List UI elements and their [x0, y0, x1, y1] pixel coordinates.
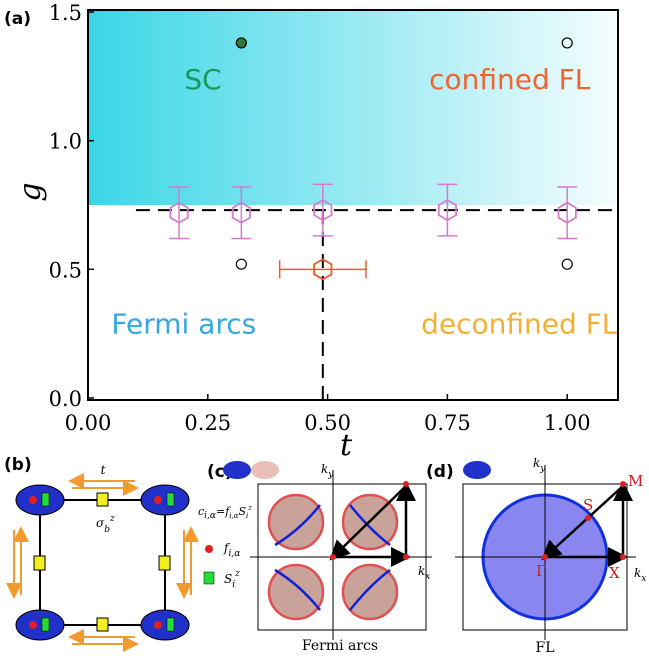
x-axis-label: t [340, 428, 353, 463]
panel-b: (b) t σbz ci,α=fi,αSiz fi,α Siz [4, 455, 252, 652]
spins [41, 492, 175, 632]
path [329, 481, 416, 567]
hopping-arrows [6, 473, 199, 652]
point [313, 199, 333, 222]
region-label: confined FL [429, 63, 591, 96]
x-tick-label: 0.50 [304, 411, 351, 435]
sigma-sup: z [109, 514, 115, 524]
caption: Fermi arcs [302, 638, 378, 654]
high-symmetry-points [542, 481, 626, 560]
gamma-label: Γ [536, 562, 546, 580]
fermions [29, 496, 162, 629]
icon [463, 461, 491, 479]
sigma-label: σbz [96, 514, 115, 535]
path [541, 481, 633, 567]
k: k [533, 456, 540, 470]
y-tick-label: 1.5 [49, 1, 82, 25]
point [437, 199, 457, 222]
hopping-label: t [101, 463, 106, 477]
x-tick-label: 0.25 [184, 411, 231, 435]
icon [223, 461, 251, 479]
f-sub: i,α [229, 512, 238, 520]
high-symmetry-points [330, 481, 409, 560]
y-tick-label: 0.0 [49, 387, 82, 411]
legend-f: fi,α [223, 541, 240, 559]
panel-label: (a) [4, 9, 31, 29]
panel-d: (d) ky kx Γ S M X FL [426, 456, 646, 656]
region-label: deconfined FL [421, 308, 618, 341]
ky-label: ky [321, 462, 334, 480]
point [231, 201, 251, 224]
k-sub: x [425, 572, 430, 582]
x-tick-label: 0.75 [424, 411, 471, 435]
legend-f-icon [205, 545, 213, 553]
sites [15, 484, 190, 641]
point [169, 201, 189, 224]
sigma-sub: b [104, 525, 110, 535]
point-labels: Γ S M X [536, 472, 643, 582]
s: S [224, 572, 232, 586]
s: S [239, 505, 247, 518]
s-sup: z [247, 504, 252, 512]
panel-label: (d) [426, 462, 454, 482]
legend-s: Siz [224, 569, 240, 590]
fermi-arcs [274, 504, 391, 611]
s-sup: z [234, 569, 240, 579]
f-sub: i,α [228, 549, 240, 559]
kx-label: kx [634, 566, 646, 584]
point [235, 258, 247, 270]
s-sub: i [232, 580, 235, 590]
caption: FL [535, 640, 554, 656]
eq: = [216, 505, 225, 518]
ky-label: ky [533, 456, 546, 474]
x-tick-label: 0.00 [65, 411, 112, 435]
point [557, 201, 577, 224]
f: f [224, 505, 231, 518]
panel-label: (b) [4, 455, 32, 475]
region-label: SC [184, 63, 221, 96]
panel-c: (c) ky kx Fermi arcs [207, 461, 432, 654]
sigma-base: σ [96, 516, 105, 530]
s-label: S [583, 496, 593, 514]
icon [251, 461, 279, 479]
region-label: Fermi arcs [111, 308, 256, 341]
k-sub: x [641, 574, 646, 584]
y-tick-label: 1.0 [49, 130, 82, 154]
phase-shade [88, 10, 618, 205]
k: k [321, 462, 328, 476]
y-axis-label: g [13, 182, 48, 201]
k: k [418, 564, 425, 578]
kx-label: kx [418, 564, 430, 582]
bond-spins [33, 492, 171, 632]
x-label: X [609, 564, 620, 582]
f: f [223, 541, 231, 555]
c-sub: i,α [204, 511, 216, 521]
plot-frame [87, 9, 619, 401]
k-sub: y [327, 470, 334, 480]
y-tick-label: 0.5 [49, 258, 82, 282]
legend-s-icon [203, 571, 215, 585]
point [313, 258, 333, 281]
k-sub: y [539, 464, 546, 474]
point [561, 37, 573, 49]
m-label: M [628, 472, 643, 490]
k: k [634, 566, 641, 580]
c: c [198, 505, 204, 518]
x-tick-label: 1.00 [544, 411, 591, 435]
point [235, 37, 247, 49]
legend-c: ci,α=fi,αSiz [198, 504, 252, 521]
s-sub: i [246, 512, 248, 520]
point [561, 258, 573, 270]
